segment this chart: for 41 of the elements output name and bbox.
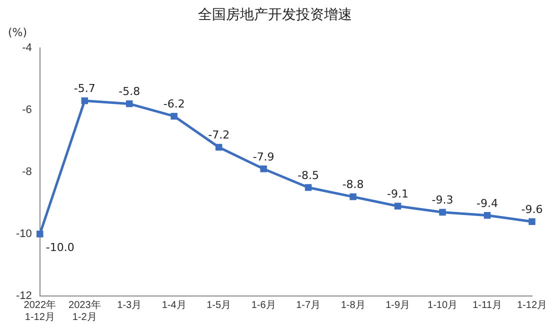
x-tick-label: 1-5月 [206, 300, 232, 311]
point [126, 100, 133, 108]
point [36, 230, 44, 238]
y-tick-label: -6 [22, 104, 32, 116]
data-label: -7.9 [252, 150, 274, 164]
y-tick-label: -8 [22, 166, 32, 178]
chart-title: 全国房地产开发投资增速 [197, 6, 353, 24]
data-label: -5.8 [118, 85, 140, 98]
y-tick-label: -4 [22, 42, 32, 54]
data-label: -9.3 [432, 194, 454, 207]
data-label: -9.1 [387, 187, 409, 200]
x-tick-label: 1-3月 [117, 300, 142, 311]
point [215, 144, 222, 151]
x-tick-label: 1-7月 [296, 300, 321, 311]
point [484, 212, 491, 219]
x-tick-label: 1-4月 [162, 300, 186, 311]
x-tick-label: 1-6月 [251, 300, 276, 311]
point [439, 208, 446, 216]
x-tick-label: 1-11月 [472, 300, 502, 311]
point [170, 112, 178, 120]
data-label: -10.0 [46, 240, 74, 254]
y-axis-title: (%) [8, 26, 28, 39]
data-label: -8.8 [342, 178, 364, 192]
data-label: -9.6 [521, 202, 543, 216]
x-tick-label: 1-8月 [340, 300, 366, 311]
x-tick-label: 1-9月 [386, 300, 410, 311]
data-label: -9.4 [476, 196, 498, 210]
x-tick-label: 1-12月 [516, 300, 547, 311]
data-label: -8.5 [298, 168, 320, 182]
point [260, 166, 267, 172]
data-label: -6.2 [163, 98, 185, 111]
point [394, 202, 402, 210]
x-tick-label: 1-10月 [428, 300, 458, 311]
data-label: -5.7 [74, 82, 96, 96]
point [350, 193, 356, 200]
x-tick-label: 2023年 1-2月 [68, 298, 101, 323]
data-label: -7.2 [208, 128, 230, 142]
point [304, 184, 312, 191]
point [81, 97, 88, 104]
point [528, 218, 536, 225]
y-tick-label: -10 [16, 228, 32, 240]
